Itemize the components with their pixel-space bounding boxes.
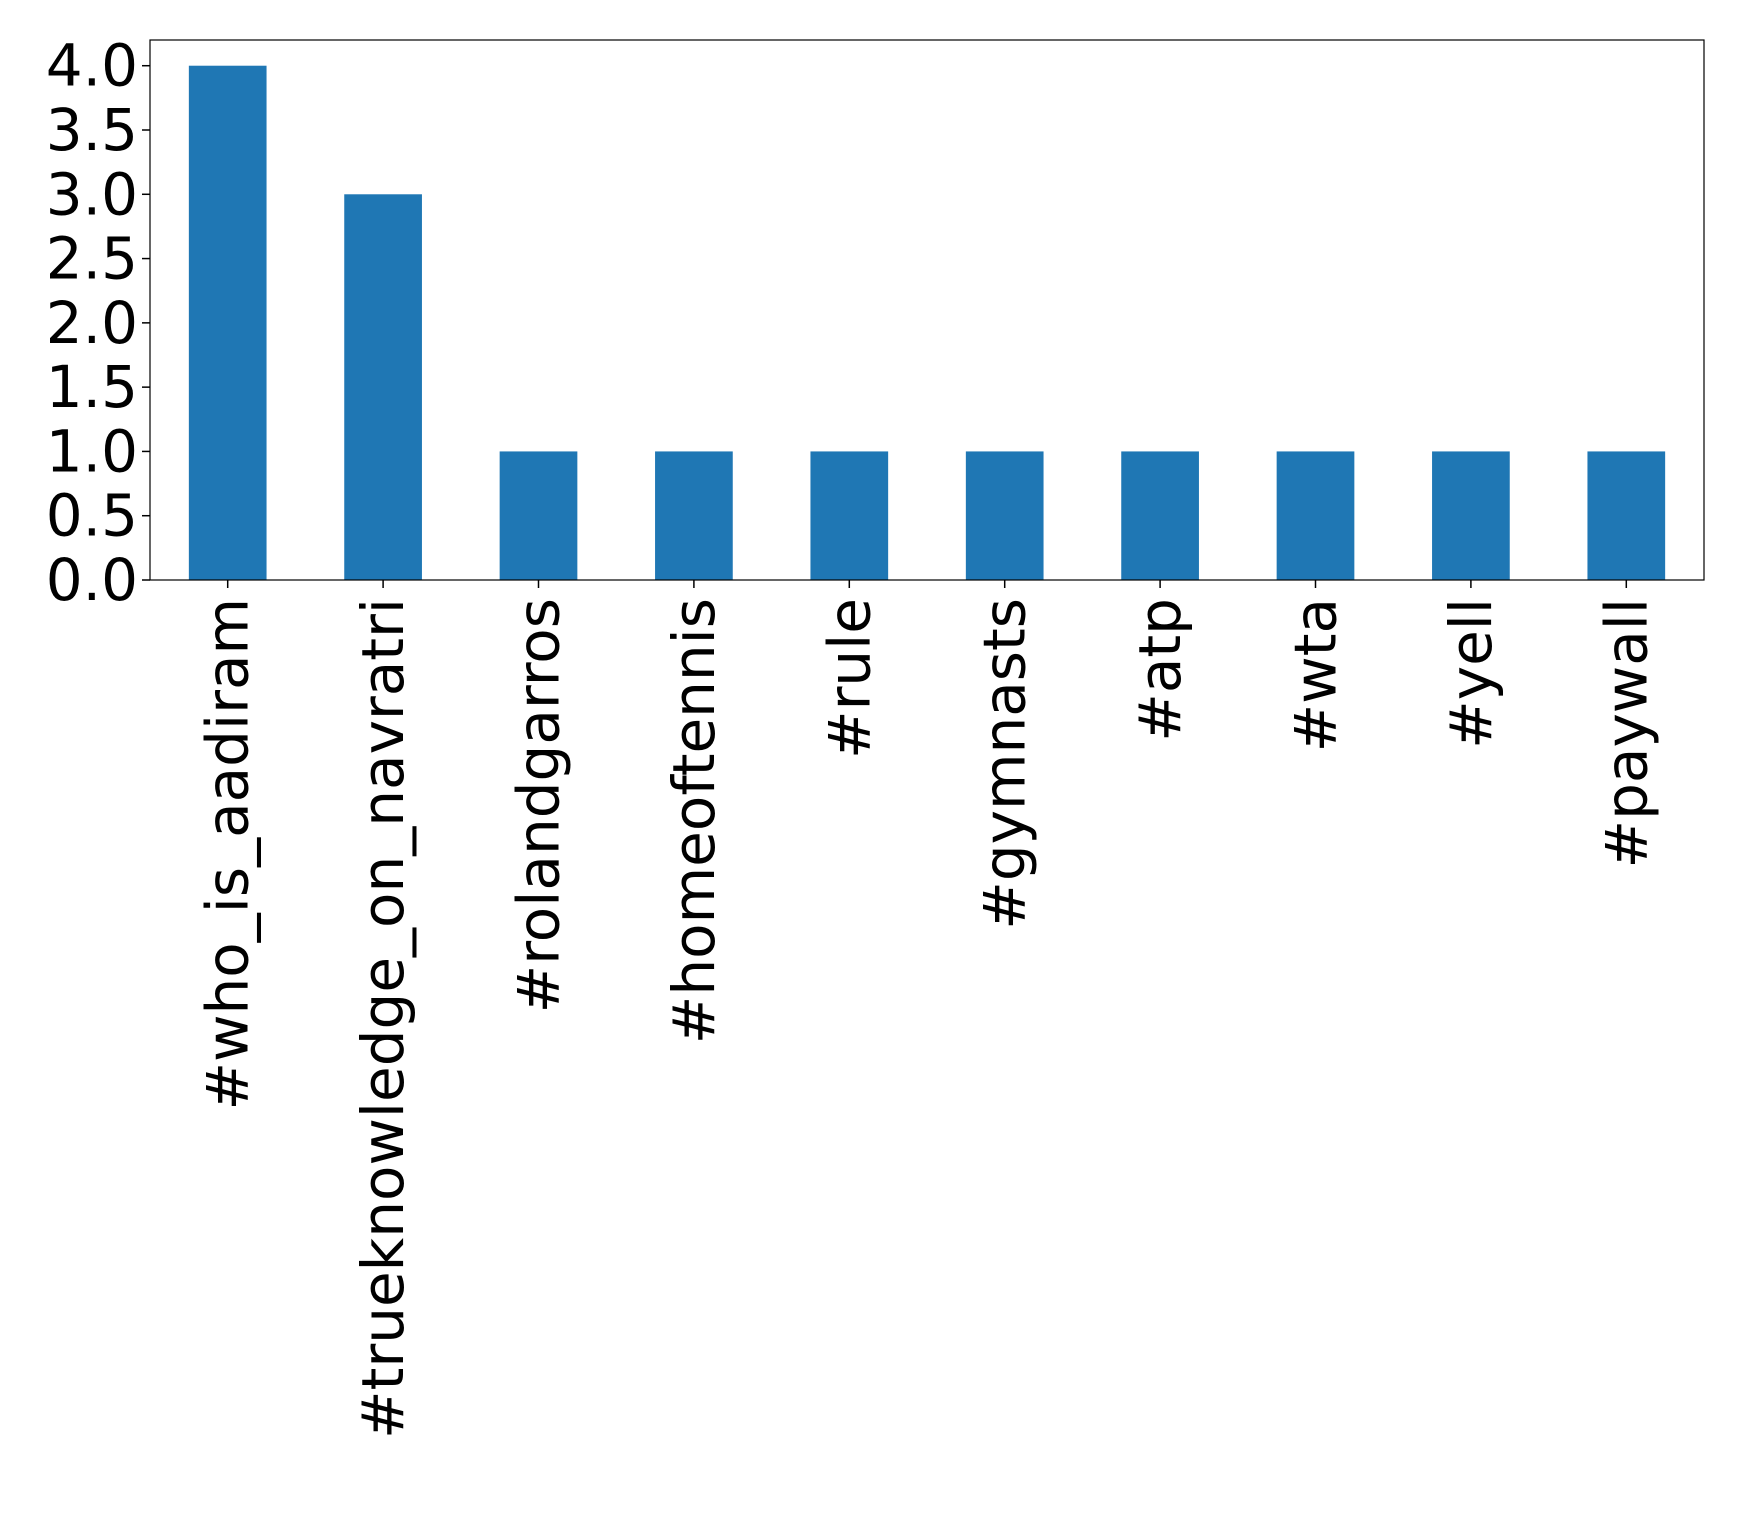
y-tick-label: 1.0: [46, 417, 138, 485]
y-tick-label: 0.5: [46, 482, 138, 550]
bar-8: [1432, 451, 1510, 580]
bar-1: [344, 194, 422, 581]
x-tick-label: #paywall: [1592, 598, 1660, 869]
bar-5: [965, 451, 1044, 580]
y-tick-label: 3.0: [46, 160, 138, 228]
bar-7: [1276, 451, 1355, 580]
x-tick-label: #rule: [815, 598, 883, 759]
x-tick-label: #wta: [1282, 598, 1350, 752]
x-axis: #who_is_aadiram #trueknowledge_on_navratr…: [194, 580, 1660, 1439]
y-tick-label: 0.0: [46, 546, 138, 614]
bar-3: [655, 451, 733, 580]
y-tick-label: 4.0: [46, 32, 138, 100]
y-tick-label: 2.5: [46, 225, 138, 293]
x-tick-label: #trueknowledge_on_navratri: [349, 598, 417, 1439]
x-tick-label: #rolandgarros: [505, 598, 573, 1013]
y-tick-label: 1.5: [46, 353, 138, 421]
x-tick-label: #gymnasts: [971, 598, 1039, 930]
x-tick-label: #homeoftennis: [660, 598, 728, 1044]
bar-6: [1121, 451, 1199, 580]
y-tick-label: 2.0: [46, 289, 138, 357]
x-tick-label: #who_is_aadiram: [194, 598, 262, 1111]
x-tick-label: #atp: [1126, 598, 1194, 742]
bar-4: [810, 451, 889, 580]
x-tick-label: #yell: [1437, 598, 1505, 749]
bar-2: [499, 451, 578, 580]
bars-group: [188, 65, 1666, 581]
y-axis: 0.00.51.01.52.02.53.03.54.0: [46, 32, 150, 614]
y-tick-label: 3.5: [46, 96, 138, 164]
plot-frame: [149, 39, 1705, 581]
bar-9: [1587, 451, 1666, 580]
bar-0: [188, 65, 267, 580]
